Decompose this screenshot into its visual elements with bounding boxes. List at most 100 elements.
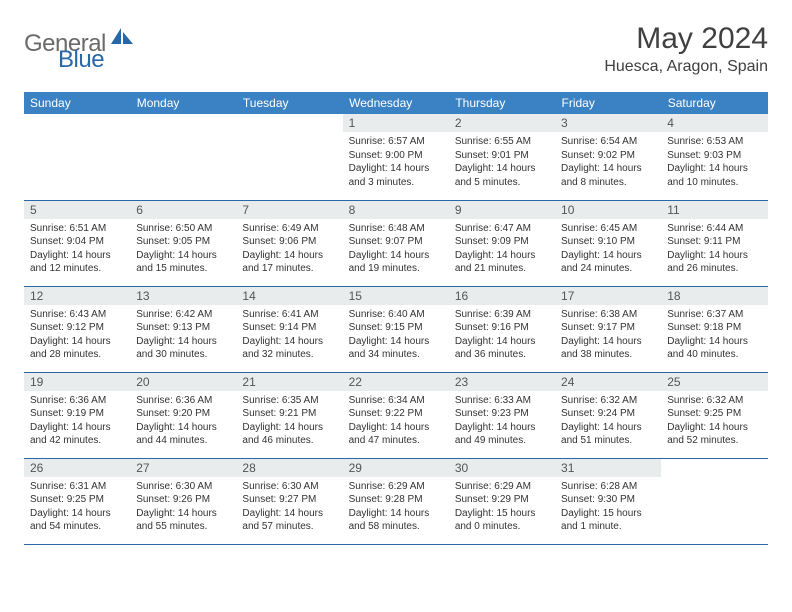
day-content: Sunrise: 6:42 AMSunset: 9:13 PMDaylight:… bbox=[130, 305, 236, 366]
sunset-text: Sunset: 9:06 PM bbox=[242, 235, 336, 249]
day-content: Sunrise: 6:51 AMSunset: 9:04 PMDaylight:… bbox=[24, 219, 130, 280]
calendar-cell: 17Sunrise: 6:38 AMSunset: 9:17 PMDayligh… bbox=[555, 286, 661, 372]
daylight-text: Daylight: 14 hours and 28 minutes. bbox=[30, 335, 124, 362]
sunset-text: Sunset: 9:04 PM bbox=[30, 235, 124, 249]
sunrise-text: Sunrise: 6:32 AM bbox=[667, 394, 761, 408]
calendar-cell: 11Sunrise: 6:44 AMSunset: 9:11 PMDayligh… bbox=[661, 200, 767, 286]
month-title: May 2024 bbox=[604, 22, 768, 56]
calendar-cell: 18Sunrise: 6:37 AMSunset: 9:18 PMDayligh… bbox=[661, 286, 767, 372]
daylight-text: Daylight: 14 hours and 51 minutes. bbox=[561, 421, 655, 448]
day-number: 13 bbox=[130, 287, 236, 305]
day-content: Sunrise: 6:30 AMSunset: 9:26 PMDaylight:… bbox=[130, 477, 236, 538]
day-number: 7 bbox=[236, 201, 342, 219]
daylight-text: Daylight: 14 hours and 10 minutes. bbox=[667, 162, 761, 189]
sunset-text: Sunset: 9:22 PM bbox=[349, 407, 443, 421]
day-number: 23 bbox=[449, 373, 555, 391]
calendar-cell: 8Sunrise: 6:48 AMSunset: 9:07 PMDaylight… bbox=[343, 200, 449, 286]
day-content: Sunrise: 6:40 AMSunset: 9:15 PMDaylight:… bbox=[343, 305, 449, 366]
day-number: 9 bbox=[449, 201, 555, 219]
sunrise-text: Sunrise: 6:30 AM bbox=[136, 480, 230, 494]
day-number: 27 bbox=[130, 459, 236, 477]
calendar-row: 5Sunrise: 6:51 AMSunset: 9:04 PMDaylight… bbox=[24, 200, 768, 286]
daylight-text: Daylight: 15 hours and 0 minutes. bbox=[455, 507, 549, 534]
calendar-cell: 15Sunrise: 6:40 AMSunset: 9:15 PMDayligh… bbox=[343, 286, 449, 372]
sunset-text: Sunset: 9:14 PM bbox=[242, 321, 336, 335]
day-content: Sunrise: 6:29 AMSunset: 9:29 PMDaylight:… bbox=[449, 477, 555, 538]
day-number: 20 bbox=[130, 373, 236, 391]
sunrise-text: Sunrise: 6:40 AM bbox=[349, 308, 443, 322]
sunrise-text: Sunrise: 6:33 AM bbox=[455, 394, 549, 408]
sunset-text: Sunset: 9:16 PM bbox=[455, 321, 549, 335]
daylight-text: Daylight: 14 hours and 57 minutes. bbox=[242, 507, 336, 534]
day-number: 19 bbox=[24, 373, 130, 391]
day-number: 16 bbox=[449, 287, 555, 305]
calendar-cell: 9Sunrise: 6:47 AMSunset: 9:09 PMDaylight… bbox=[449, 200, 555, 286]
day-content: Sunrise: 6:33 AMSunset: 9:23 PMDaylight:… bbox=[449, 391, 555, 452]
day-content: Sunrise: 6:49 AMSunset: 9:06 PMDaylight:… bbox=[236, 219, 342, 280]
sunset-text: Sunset: 9:29 PM bbox=[455, 493, 549, 507]
day-number: 5 bbox=[24, 201, 130, 219]
day-content: Sunrise: 6:31 AMSunset: 9:25 PMDaylight:… bbox=[24, 477, 130, 538]
sunset-text: Sunset: 9:15 PM bbox=[349, 321, 443, 335]
day-number: 4 bbox=[661, 114, 767, 132]
sunset-text: Sunset: 9:09 PM bbox=[455, 235, 549, 249]
calendar-cell: 5Sunrise: 6:51 AMSunset: 9:04 PMDaylight… bbox=[24, 200, 130, 286]
location-subtitle: Huesca, Aragon, Spain bbox=[604, 58, 768, 76]
calendar-cell: 25Sunrise: 6:32 AMSunset: 9:25 PMDayligh… bbox=[661, 372, 767, 458]
daylight-text: Daylight: 14 hours and 55 minutes. bbox=[136, 507, 230, 534]
day-number: 1 bbox=[343, 114, 449, 132]
sunrise-text: Sunrise: 6:39 AM bbox=[455, 308, 549, 322]
calendar-cell bbox=[236, 114, 342, 200]
day-number: 18 bbox=[661, 287, 767, 305]
sunrise-text: Sunrise: 6:54 AM bbox=[561, 135, 655, 149]
day-content: Sunrise: 6:44 AMSunset: 9:11 PMDaylight:… bbox=[661, 219, 767, 280]
day-header-thu: Thursday bbox=[449, 92, 555, 114]
day-content: Sunrise: 6:38 AMSunset: 9:17 PMDaylight:… bbox=[555, 305, 661, 366]
day-content: Sunrise: 6:35 AMSunset: 9:21 PMDaylight:… bbox=[236, 391, 342, 452]
calendar-cell: 29Sunrise: 6:29 AMSunset: 9:28 PMDayligh… bbox=[343, 458, 449, 544]
daylight-text: Daylight: 14 hours and 26 minutes. bbox=[667, 249, 761, 276]
calendar-cell: 16Sunrise: 6:39 AMSunset: 9:16 PMDayligh… bbox=[449, 286, 555, 372]
daylight-text: Daylight: 14 hours and 47 minutes. bbox=[349, 421, 443, 448]
sunrise-text: Sunrise: 6:50 AM bbox=[136, 222, 230, 236]
sunset-text: Sunset: 9:21 PM bbox=[242, 407, 336, 421]
daylight-text: Daylight: 14 hours and 49 minutes. bbox=[455, 421, 549, 448]
calendar-cell: 31Sunrise: 6:28 AMSunset: 9:30 PMDayligh… bbox=[555, 458, 661, 544]
day-content: Sunrise: 6:54 AMSunset: 9:02 PMDaylight:… bbox=[555, 132, 661, 193]
calendar-cell: 1Sunrise: 6:57 AMSunset: 9:00 PMDaylight… bbox=[343, 114, 449, 200]
day-number: 22 bbox=[343, 373, 449, 391]
sunrise-text: Sunrise: 6:30 AM bbox=[242, 480, 336, 494]
sunset-text: Sunset: 9:24 PM bbox=[561, 407, 655, 421]
calendar-cell: 14Sunrise: 6:41 AMSunset: 9:14 PMDayligh… bbox=[236, 286, 342, 372]
sunset-text: Sunset: 9:00 PM bbox=[349, 149, 443, 163]
day-header-wed: Wednesday bbox=[343, 92, 449, 114]
day-content: Sunrise: 6:39 AMSunset: 9:16 PMDaylight:… bbox=[449, 305, 555, 366]
daylight-text: Daylight: 14 hours and 46 minutes. bbox=[242, 421, 336, 448]
sunrise-text: Sunrise: 6:47 AM bbox=[455, 222, 549, 236]
title-block: May 2024 Huesca, Aragon, Spain bbox=[604, 22, 768, 76]
calendar-cell: 12 Sunrise: 6:43 AMSunset: 9:12 PMDayligh… bbox=[24, 286, 130, 372]
day-header-row: Sunday Monday Tuesday Wednesday Thursday… bbox=[24, 92, 768, 114]
day-number: 10 bbox=[555, 201, 661, 219]
sunrise-text: Sunrise: 6:29 AM bbox=[349, 480, 443, 494]
calendar-cell bbox=[130, 114, 236, 200]
sunrise-text: Sunrise: 6:35 AM bbox=[242, 394, 336, 408]
day-content: Sunrise: 6:30 AMSunset: 9:27 PMDaylight:… bbox=[236, 477, 342, 538]
calendar-cell: 28Sunrise: 6:30 AMSunset: 9:27 PMDayligh… bbox=[236, 458, 342, 544]
day-content: Sunrise: 6:55 AMSunset: 9:01 PMDaylight:… bbox=[449, 132, 555, 193]
sunset-text: Sunset: 9:05 PM bbox=[136, 235, 230, 249]
calendar-cell: 4Sunrise: 6:53 AMSunset: 9:03 PMDaylight… bbox=[661, 114, 767, 200]
sunset-text: Sunset: 9:11 PM bbox=[667, 235, 761, 249]
page-header: General May 2024 Huesca, Aragon, Spain bbox=[24, 22, 768, 76]
day-content: Sunrise: 6:50 AMSunset: 9:05 PMDaylight:… bbox=[130, 219, 236, 280]
calendar-body: 1Sunrise: 6:57 AMSunset: 9:00 PMDaylight… bbox=[24, 114, 768, 544]
sunrise-text: Sunrise: 6:36 AM bbox=[136, 394, 230, 408]
sunrise-text: Sunrise: 6:43 AM bbox=[30, 308, 124, 322]
day-content: Sunrise: 6:47 AMSunset: 9:09 PMDaylight:… bbox=[449, 219, 555, 280]
sunset-text: Sunset: 9:27 PM bbox=[242, 493, 336, 507]
day-number: 12 bbox=[24, 287, 130, 305]
sunrise-text: Sunrise: 6:55 AM bbox=[455, 135, 549, 149]
day-number: 24 bbox=[555, 373, 661, 391]
sunset-text: Sunset: 9:12 PM bbox=[30, 321, 124, 335]
day-number: 15 bbox=[343, 287, 449, 305]
